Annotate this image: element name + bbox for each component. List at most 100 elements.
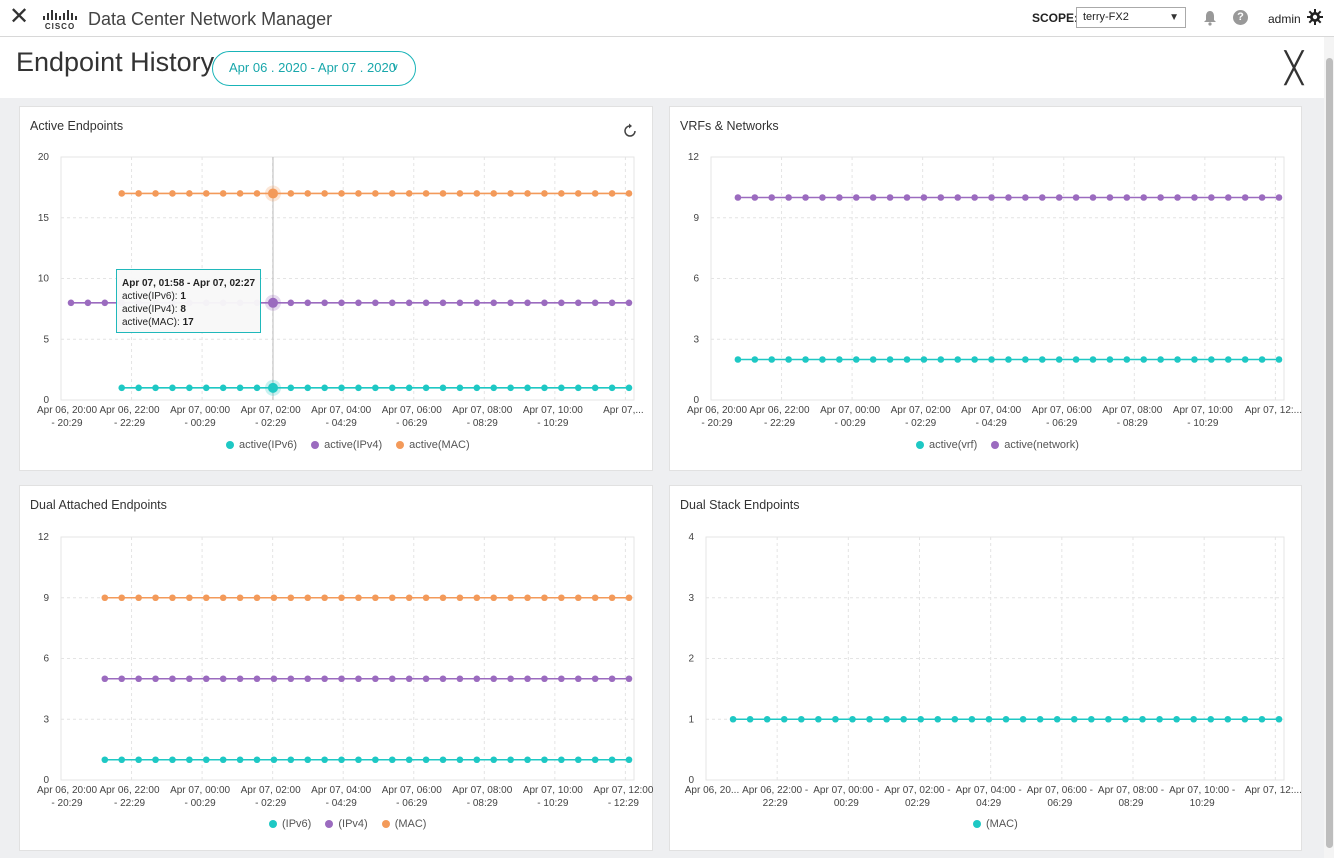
data-point — [169, 384, 176, 392]
legend-swatch — [269, 820, 277, 828]
help-icon[interactable]: ? — [1233, 10, 1248, 25]
x-tick-label: Apr 07, 10:00 — [523, 785, 583, 796]
page-header: Endpoint History Apr 06 . 2020 - Apr 07 … — [0, 37, 1334, 98]
legend-item[interactable]: (IPv6) — [269, 818, 311, 830]
app-title: Data Center Network Manager — [88, 9, 333, 29]
x-tick-label: Apr 07, 02:00 — [241, 405, 301, 416]
data-point — [763, 715, 771, 723]
x-tick-label: - 10:29 — [537, 798, 569, 809]
x-tick-label: Apr 07, 12:... — [1245, 405, 1302, 416]
data-point — [456, 299, 464, 307]
legend-item[interactable]: active(IPv4) — [311, 439, 382, 451]
data-point — [355, 675, 362, 683]
legend-item[interactable]: active(vrf) — [916, 439, 977, 451]
chart-legend: (MAC) — [973, 818, 1032, 830]
gear-icon[interactable] — [1307, 9, 1323, 25]
data-point — [558, 675, 565, 683]
cisco-logo[interactable]: CISCO — [41, 10, 79, 32]
x-tick-label: - 22:29 — [764, 418, 796, 429]
y-tick-label: 6 — [693, 274, 699, 285]
scope-select[interactable]: terry-FX2 ▼ — [1076, 7, 1186, 28]
data-point — [372, 384, 379, 392]
data-point — [439, 756, 447, 764]
data-point — [849, 715, 856, 723]
x-tick-label: - 22:29 — [114, 798, 146, 809]
data-point — [355, 190, 362, 197]
data-point — [1191, 194, 1198, 201]
data-point — [118, 384, 126, 392]
data-point — [236, 594, 244, 602]
data-point — [1224, 194, 1232, 201]
legend-label: active(MAC) — [409, 439, 470, 451]
close-page-icon[interactable]: ╳ — [1284, 52, 1304, 85]
data-point — [1173, 715, 1180, 723]
x-tick-label: Apr 07, 06:00 - — [1027, 785, 1093, 796]
scrollbar-thumb[interactable] — [1326, 58, 1333, 848]
data-point — [852, 194, 860, 201]
data-point — [186, 675, 193, 683]
data-point — [422, 384, 430, 392]
data-point — [1258, 194, 1266, 201]
x-tick-label: - 06:29 — [1046, 418, 1078, 429]
data-point — [937, 194, 945, 201]
data-point — [625, 384, 633, 392]
data-point — [186, 384, 193, 392]
data-point — [169, 756, 176, 764]
data-point — [473, 594, 481, 602]
data-point — [388, 594, 396, 602]
tooltip-value: 1 — [180, 291, 186, 302]
data-point — [558, 594, 565, 602]
data-point — [321, 299, 328, 307]
data-point — [321, 675, 328, 683]
x-tick-label: - 04:29 — [976, 418, 1008, 429]
legend-swatch — [396, 441, 405, 449]
data-point — [152, 384, 159, 392]
data-point — [152, 675, 159, 683]
x-tick-label: Apr 07,... — [603, 405, 644, 416]
refresh-icon[interactable] — [622, 123, 638, 139]
data-point — [388, 299, 396, 307]
tooltip-title: Apr 07, 01:58 - Apr 07, 02:27 — [122, 278, 256, 289]
legend-item[interactable]: (MAC) — [973, 818, 1018, 830]
date-range-picker[interactable]: Apr 06 . 2020 - Apr 07 . 2020 ∨ — [212, 51, 416, 86]
data-point — [507, 299, 514, 307]
data-point — [456, 756, 464, 764]
data-point — [270, 675, 278, 683]
data-point — [785, 194, 792, 201]
chart-svg: 0 1 2 3 4 Apr 06, 20... Apr 06, 22:00 - 22:29 Ap… — [685, 532, 1302, 809]
data-point — [422, 299, 430, 307]
user-menu[interactable]: admin — [1268, 12, 1301, 26]
data-point — [355, 594, 362, 602]
y-tick-label: 10 — [38, 274, 50, 285]
data-point — [507, 594, 514, 602]
data-point — [405, 756, 413, 764]
data-point — [954, 356, 962, 363]
data-point — [253, 756, 261, 764]
data-point — [1191, 356, 1198, 363]
legend-item[interactable]: (MAC) — [381, 818, 426, 830]
data-point — [591, 384, 599, 392]
legend-swatch — [311, 441, 320, 449]
legend-item[interactable]: (IPv4) — [325, 818, 368, 830]
data-point — [219, 756, 227, 764]
data-point — [253, 190, 261, 197]
legend-item[interactable]: active(MAC) — [396, 439, 470, 451]
data-point — [1275, 715, 1283, 723]
chevron-down-icon: ∨ — [391, 62, 399, 73]
close-icon[interactable]: ✕ — [9, 3, 30, 30]
x-tick-label: Apr 06, 22:00 - — [742, 785, 808, 796]
data-point — [152, 756, 159, 764]
legend-item[interactable]: active(IPv6) — [226, 439, 297, 451]
data-point — [152, 190, 159, 197]
data-point — [507, 675, 514, 683]
data-point — [815, 715, 822, 723]
data-point — [832, 715, 839, 723]
data-point — [135, 675, 142, 683]
data-point — [439, 190, 447, 197]
data-point — [405, 190, 413, 197]
tooltip-label: active(IPv6): — [122, 291, 178, 302]
x-tick-label: Apr 07, 04:00 — [311, 405, 371, 416]
bell-icon[interactable] — [1203, 10, 1217, 26]
data-point — [574, 384, 582, 392]
legend-item[interactable]: active(network) — [991, 439, 1079, 451]
